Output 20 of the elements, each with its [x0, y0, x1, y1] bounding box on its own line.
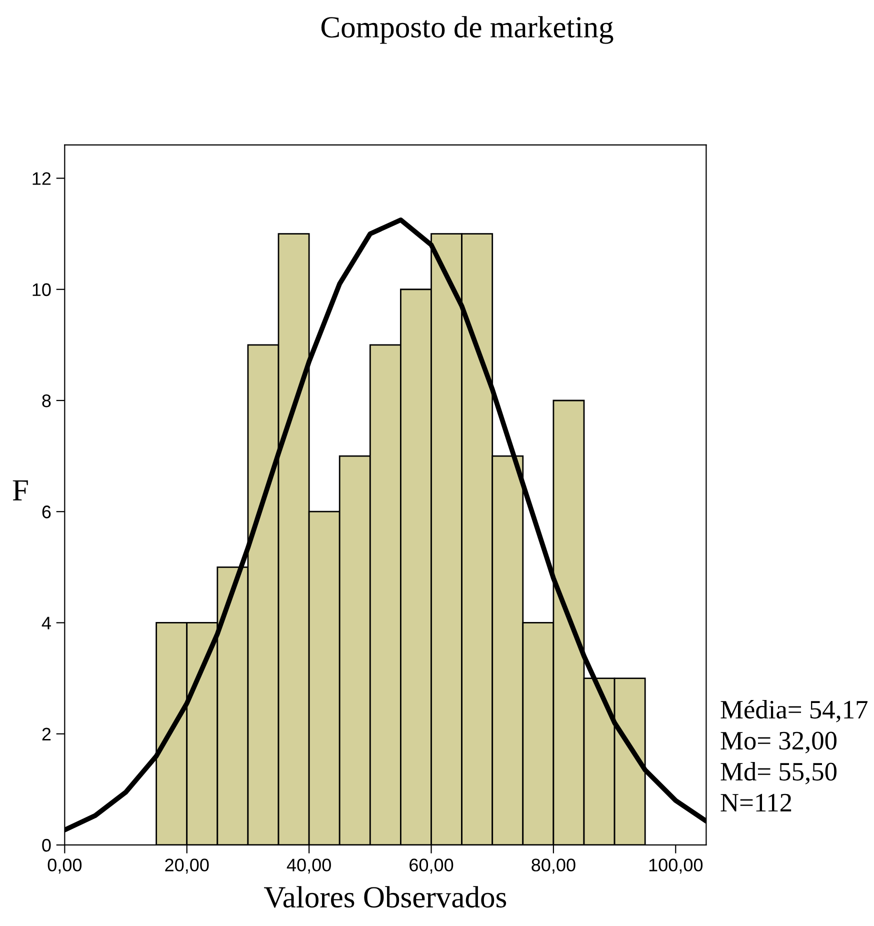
x-tick-label: 20,00	[165, 858, 209, 874]
x-tick-label: 80,00	[532, 858, 576, 874]
text: Md= 55,50	[720, 762, 837, 784]
x-tick-label: 100,00	[649, 858, 703, 874]
x-tick-label: 40,00	[286, 858, 331, 874]
y-tick-label: 6	[42, 506, 51, 518]
text: Mo= 32,00	[720, 732, 837, 754]
chart-title: Composto de marketing	[321, 16, 614, 44]
y-tick-label: 0	[42, 838, 51, 852]
text: N=112	[720, 794, 792, 812]
y-tick-label: 2	[42, 728, 51, 740]
x-tick-label: 0,00	[48, 858, 82, 874]
y-axis-title: F	[12, 480, 28, 500]
y-tick-label: 10	[32, 283, 51, 296]
y-tick-label: 12	[32, 172, 51, 185]
y-tick-label: 4	[42, 616, 51, 630]
x-tick-label: 60,00	[410, 858, 454, 874]
y-tick-label: 8	[42, 394, 51, 408]
x-axis-title: Valores Observados	[264, 886, 506, 908]
text: Média= 54,17	[720, 700, 868, 722]
